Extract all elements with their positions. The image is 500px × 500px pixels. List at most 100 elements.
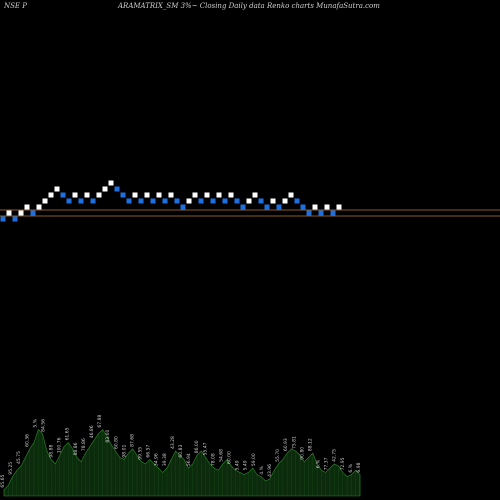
renko-brick-up	[42, 198, 48, 204]
renko-brick-down	[240, 204, 246, 210]
renko-brick-up	[36, 204, 42, 210]
volume-label: 56.94	[186, 453, 192, 466]
renko-brick-down	[162, 198, 168, 204]
renko-brick-up	[108, 180, 114, 186]
renko-brick-down	[90, 198, 96, 204]
volume-label: 95.25	[8, 462, 14, 475]
renko-brick-up	[168, 192, 174, 198]
volume-label: 98.88	[49, 445, 55, 458]
renko-brick-up	[6, 210, 12, 216]
volume-label: 65.65	[0, 475, 6, 488]
renko-brick-down	[210, 198, 216, 204]
renko-brick-down	[264, 204, 270, 210]
renko-brick-down	[174, 198, 180, 204]
volume-label: 83.00	[105, 430, 111, 443]
renko-brick-down	[12, 216, 18, 222]
volume-label: 60.36	[24, 434, 30, 447]
volume-label: 61.65	[65, 427, 71, 440]
volume-label: 43.28	[170, 436, 176, 449]
renko-brick-up	[204, 192, 210, 198]
volume-label: 60.83	[178, 445, 184, 458]
volume-label: 54.68	[218, 449, 224, 462]
renko-brick-down	[120, 192, 126, 198]
volume-label: 4.%	[259, 465, 265, 474]
renko-brick-down	[78, 198, 84, 204]
volume-label: 100.76	[57, 437, 63, 453]
renko-brick-down	[294, 198, 300, 204]
renko-brick-down	[180, 204, 186, 210]
volume-label: 43.96	[267, 464, 273, 477]
renko-brick-up	[156, 192, 162, 198]
volume-label: 39.38	[162, 453, 168, 466]
renko-brick-up	[270, 198, 276, 204]
renko-bricks	[0, 180, 342, 222]
volume-label: 87.68	[129, 434, 135, 447]
renko-brick-down	[60, 192, 66, 198]
renko-brick-down	[276, 204, 282, 210]
volume-label: 77.37	[324, 457, 330, 470]
renko-brick-up	[312, 204, 318, 210]
renko-brick-up	[132, 192, 138, 198]
chart-header-left: NSE P	[4, 2, 27, 10]
renko-brick-up	[54, 186, 60, 192]
renko-brick-down	[126, 198, 132, 204]
renko-brick-up	[102, 186, 108, 192]
renko-brick-down	[300, 204, 306, 210]
renko-brick-up	[288, 192, 294, 198]
renko-brick-down	[114, 186, 120, 192]
renko-brick-down	[306, 210, 312, 216]
volume-label: 86.00	[194, 440, 200, 453]
renko-brick-up	[282, 198, 288, 204]
volume-label: 84.56	[40, 419, 46, 432]
renko-brick-up	[18, 210, 24, 216]
renko-brick-up	[228, 192, 234, 198]
volume-label: 88.12	[307, 438, 313, 451]
renko-brick-down	[66, 198, 72, 204]
renko-brick-up	[144, 192, 150, 198]
volume-label: 90.80	[299, 447, 305, 460]
volume-label: 67.88	[97, 415, 103, 428]
volume-label: 78.86	[81, 438, 87, 451]
renko-brick-up	[24, 204, 30, 210]
volume-label: 46.86	[89, 425, 95, 438]
renko-brick-down	[318, 210, 324, 216]
volume-label: 72.95	[340, 457, 346, 470]
renko-brick-down	[222, 198, 228, 204]
volume-label: 60.93	[283, 438, 289, 451]
volume-label: 60.00	[227, 451, 233, 464]
volume-label: 55.47	[202, 442, 208, 455]
volume-label: 5.%	[32, 418, 38, 427]
renko-brick-down	[234, 198, 240, 204]
renko-brick-down	[0, 216, 6, 222]
renko-brick-up	[72, 192, 78, 198]
renko-brick-down	[150, 198, 156, 204]
volume-label: 34.96	[154, 453, 160, 466]
volume-label: 66.57	[146, 445, 152, 458]
chart-header-right: ARAMATRIX_SM 3%~ Closing Daily data Renk…	[118, 2, 380, 10]
renko-brick-down	[138, 198, 144, 204]
volume-label: 6.98	[356, 462, 362, 472]
volume-label: 6.%	[316, 459, 322, 468]
renko-brick-up	[216, 192, 222, 198]
renko-brick-up	[246, 198, 252, 204]
volume-label: 55.70	[275, 449, 281, 462]
volume-label: 75.81	[291, 436, 297, 449]
renko-brick-down	[330, 210, 336, 216]
renko-brick-up	[96, 192, 102, 198]
renko-brick-down	[30, 210, 36, 216]
renko-brick-up	[324, 204, 330, 210]
volume-label: 5.49	[235, 460, 241, 470]
renko-brick-up	[252, 192, 258, 198]
renko-brick-down	[258, 198, 264, 204]
volume-label: 42.75	[332, 449, 338, 462]
renko-brick-down	[198, 198, 204, 204]
renko-brick-up	[48, 192, 54, 198]
volume-label: 60.80	[113, 436, 119, 449]
volume-label: 99.55	[138, 447, 144, 460]
volume-label: 45.75	[16, 451, 22, 464]
volume-label: 59.00	[251, 453, 257, 466]
volume-label: 98.01	[121, 445, 127, 458]
renko-brick-up	[336, 204, 342, 210]
